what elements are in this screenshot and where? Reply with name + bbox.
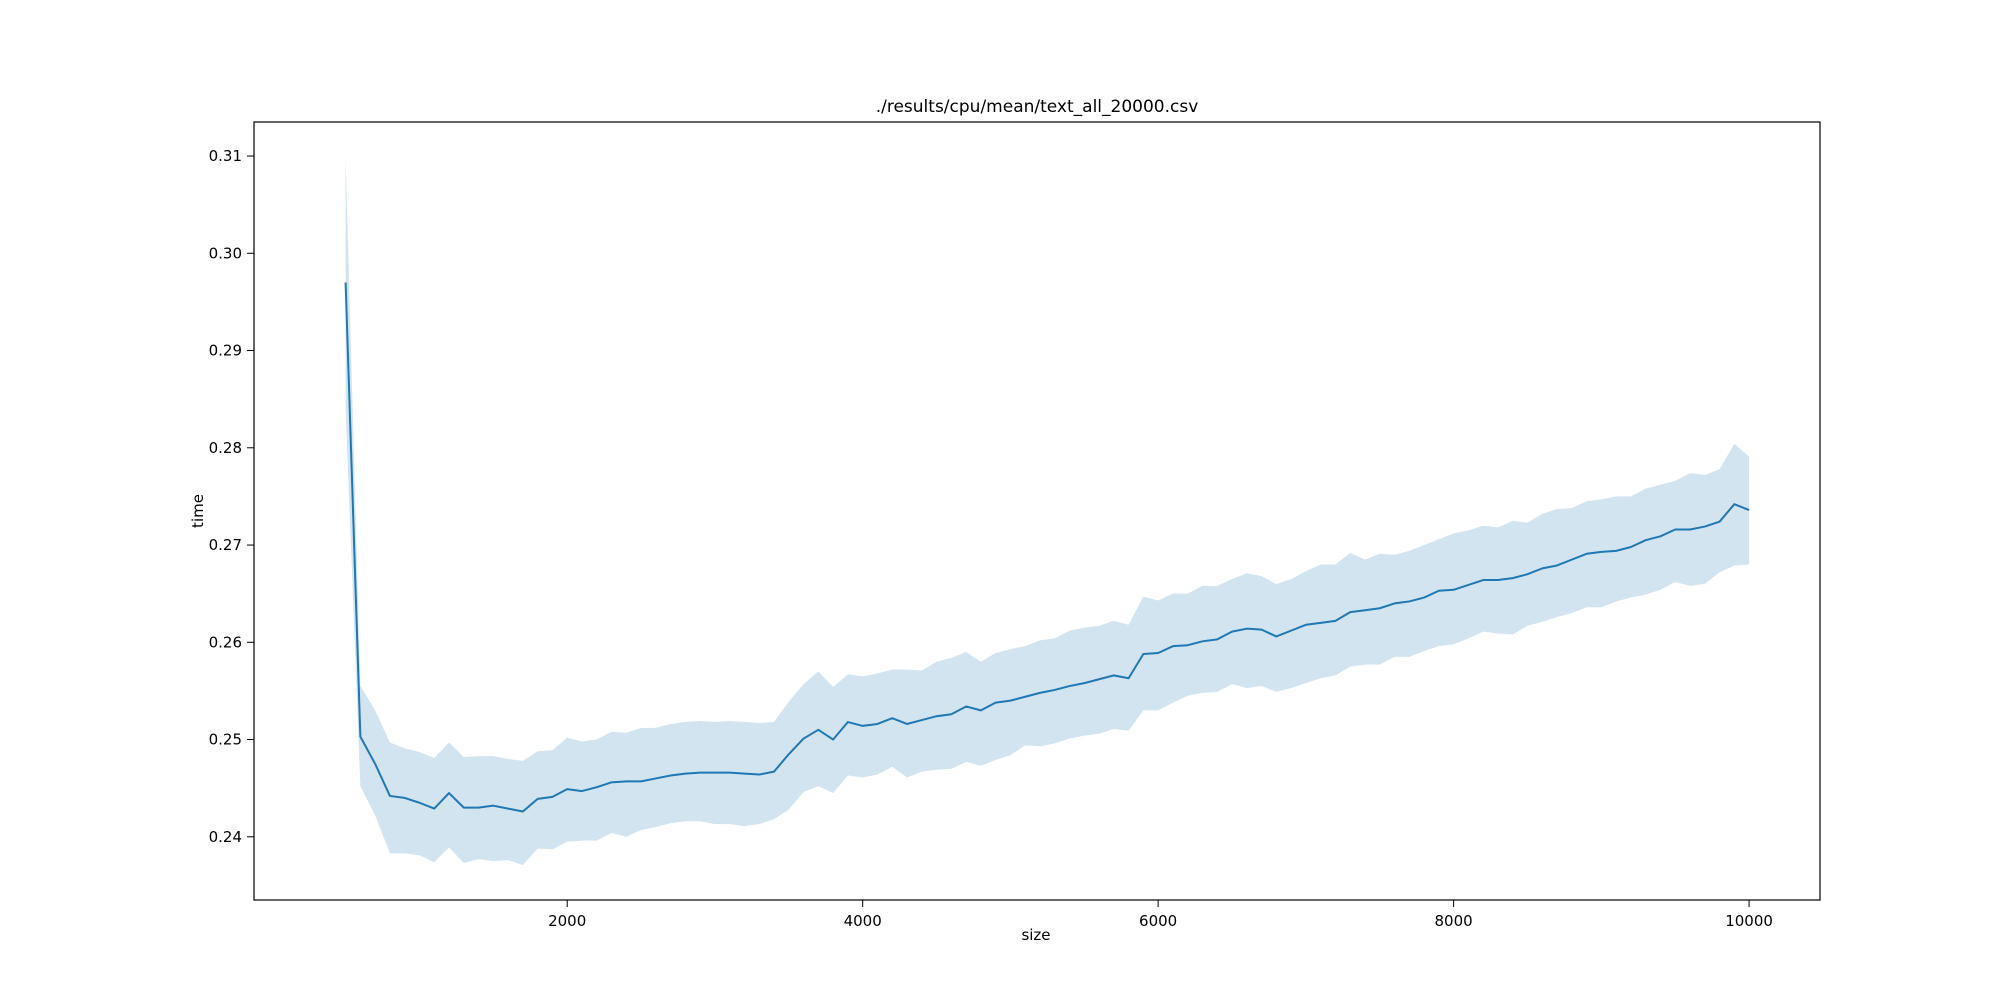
chart-title: ./results/cpu/mean/text_all_20000.csv: [876, 97, 1199, 117]
y-tick-label: 0.28: [209, 439, 242, 457]
y-tick-label: 0.24: [209, 828, 242, 846]
plot-frame: [253, 121, 1821, 901]
x-axis-label: size: [1021, 926, 1050, 944]
y-tick-label: 0.25: [209, 731, 242, 749]
x-tick-label: 6000: [1139, 912, 1177, 930]
y-tick-label: 0.29: [209, 342, 242, 360]
x-tick-label: 10000: [1725, 912, 1773, 930]
y-tick-label: 0.30: [209, 244, 242, 262]
y-tick-label: 0.27: [209, 536, 242, 554]
x-axis: 2000 4000 6000 8000 10000: [548, 900, 1773, 930]
x-tick-label: 8000: [1435, 912, 1473, 930]
y-tick-label: 0.26: [209, 633, 242, 651]
x-tick-label: 2000: [548, 912, 586, 930]
confidence-band: [345, 156, 1750, 865]
series-line: [344, 282, 1750, 813]
y-axis-label: time: [189, 494, 207, 528]
y-axis: 0.24 0.25 0.26 0.27 0.28 0.29 0.30 0.31: [209, 147, 254, 846]
x-tick-label: 4000: [844, 912, 882, 930]
y-tick-label: 0.31: [209, 147, 242, 165]
plot-area: [344, 156, 1750, 865]
